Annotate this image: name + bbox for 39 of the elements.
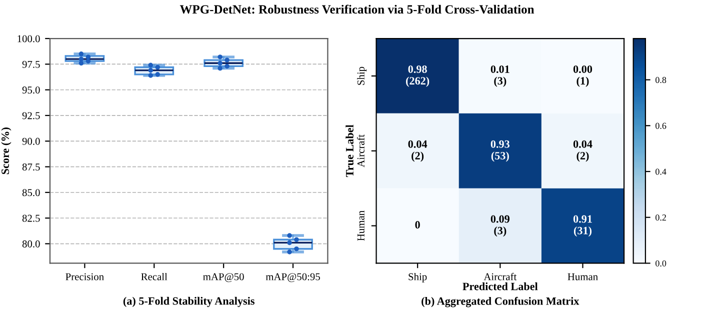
y-axis-title: Score (%) [1,128,12,174]
data-label: 0.04 (2) [408,140,428,162]
y-tick-label: 97.5 [22,60,40,68]
y-tick-label: Ship [357,66,367,85]
y-tick-label: Aircraft [357,134,364,168]
color-bar-label: 0.6 [656,122,666,129]
color-bar-label: 0.0 [656,260,666,266]
y-tick-label: 87.5 [22,163,40,171]
y-tick-label: 92.5 [22,112,40,120]
data-label: 0 [415,221,420,229]
x-tick-label: Aircraft [484,272,517,280]
y-tick-label: 90.0 [22,138,40,145]
x-tick-label: Human [568,273,598,280]
data-label: 0.09 (3) [490,215,510,237]
x-tick-label: Ship [408,272,427,282]
text: (b) Aggregated Confusion Matrix [422,296,580,308]
x-axis-title: Predicted Label [462,282,538,290]
data-label: 0.98 (262) [406,65,430,87]
data-label: 0.93 (53) [490,140,510,162]
y-tick-label: 100.0 [18,35,40,42]
color-bar-label: 0.8 [656,76,666,84]
data-label: 0.04 (2) [573,140,592,162]
x-tick-label: mAP@50:95 [266,273,320,282]
data-label: 0.91 (31) [573,215,592,237]
text: (a) 5-Fold Stability Analysis [123,296,254,308]
y-tick-label: Human [358,210,364,241]
color-bar-label: 0.4 [656,168,666,175]
x-tick-label: Precision [66,273,104,280]
x-tick-label: mAP@50 [203,273,244,282]
text: WPG-DetNet: Robustness Verification via 5-Fold Cross-Validation [180,4,534,14]
color-bar-label: 0.2 [656,214,666,221]
y-tick-label: 82.5 [22,214,40,222]
x-tick-label: Recall [141,272,168,280]
y-tick-label: 80.0 [22,240,40,248]
y-tick-label: 95.0 [22,86,40,94]
data-label: 0.00 (1) [573,65,592,87]
y-tick-label: 85.0 [22,189,40,196]
data-label: 0.01 (3) [490,65,510,87]
y-axis-title: True Label [346,124,354,177]
